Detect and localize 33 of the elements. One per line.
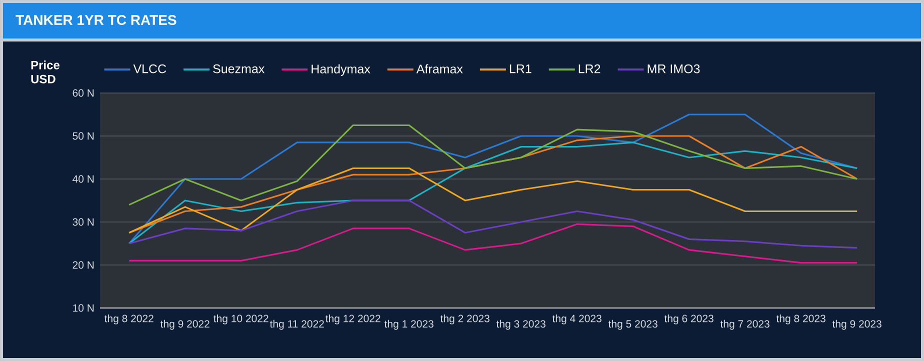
x-tick-label: thg 1 2023 <box>384 320 434 330</box>
legend-label: LR2 <box>578 64 600 74</box>
line-series <box>128 124 858 206</box>
line-series <box>128 200 858 249</box>
legend-label: VLCC <box>133 64 166 74</box>
line-series <box>128 142 858 244</box>
x-tick-label: thg 3 2023 <box>496 320 546 330</box>
x-tick-label: thg 10 2022 <box>214 314 268 324</box>
legend-label: Aframax <box>416 64 463 74</box>
chart-title: TANKER 1YR TC RATES <box>16 15 176 25</box>
x-tick-label: thg 4 2023 <box>552 314 602 324</box>
y-tick-label: 60 N <box>72 89 94 97</box>
legend-label: Handymax <box>312 64 370 76</box>
x-tick-label: thg 11 2022 <box>270 320 324 330</box>
y-tick-label: 10 N <box>73 304 94 312</box>
y-axis-title: Price USD <box>31 60 60 84</box>
x-tick-label: thg 8 2023 <box>776 314 826 324</box>
y-tick-label: 40 N <box>72 175 94 183</box>
x-tick-label: thg 7 2023 <box>720 320 770 330</box>
x-tick-label: thg 9 2022 <box>160 320 210 330</box>
x-tick-label: thg 2 2023 <box>440 314 490 324</box>
x-tick-label: thg 6 2023 <box>664 314 714 324</box>
y-tick-label: 50 N <box>72 132 94 140</box>
legend-label: Suezmax <box>213 64 265 74</box>
y-tick-label: 20 N <box>72 261 94 269</box>
x-tick-label: thg 9 2023 <box>832 320 882 330</box>
x-tick-label: thg 5 2023 <box>608 320 658 330</box>
line-series <box>128 135 858 234</box>
y-tick-label: 30 N <box>72 218 94 226</box>
x-tick-label: thg 8 2022 <box>104 314 154 324</box>
legend-label: LR1 <box>510 64 532 74</box>
x-tick-label: thg 12 2022 <box>326 314 380 324</box>
legend-label: MR IMO3 <box>648 64 700 74</box>
